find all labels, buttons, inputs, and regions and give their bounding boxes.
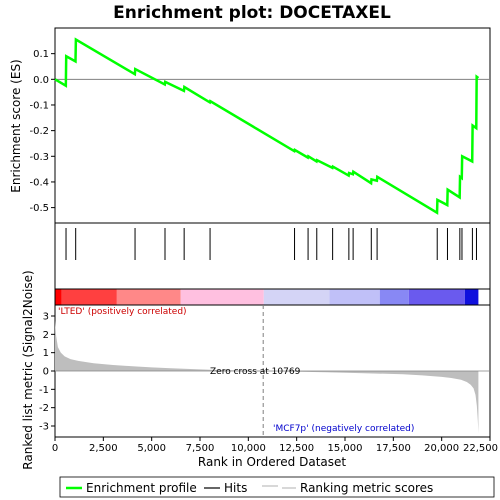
x-axis: 0 2,500 5,000 7,500 10,000 12,500 15,000 17,500… (52, 437, 498, 454)
metric-y-tick-label: -3 (39, 422, 49, 433)
x-tick-label: 22,500 (463, 443, 498, 454)
x-axis-label: Rank in Ordered Dataset (198, 455, 346, 469)
rank-bar-segment (180, 289, 264, 305)
metric-y-axis: -3 -2 -1 0 1 2 3 (39, 312, 55, 433)
x-tick-label: 15,000 (328, 443, 363, 454)
es-y-tick-label: 0.1 (33, 49, 49, 60)
rank-bar-segment (408, 289, 465, 305)
es-y-tick-label: -0.1 (29, 100, 49, 111)
es-y-tick-label: -0.4 (29, 177, 49, 188)
es-y-tick-label: -0.3 (29, 152, 49, 163)
enrichment-profile-line (54, 37, 480, 215)
metric-y-tick-label: 3 (43, 312, 49, 323)
metric-y-tick-label: 0 (43, 367, 49, 378)
es-panel-frame (54, 27, 491, 224)
metric-y-axis-label: Ranked list metric (Signal2Noise) (21, 270, 35, 469)
hits-markers (65, 228, 477, 260)
metric-y-tick-label: -2 (39, 403, 49, 414)
chart-title: Enrichment plot: DOCETAXEL (113, 3, 391, 23)
x-tick-label: 10,000 (231, 443, 266, 454)
rank-bar-segment (263, 289, 330, 305)
x-tick-label: 17,500 (376, 443, 411, 454)
legend-box (59, 476, 495, 498)
rank-bar-segment (55, 289, 62, 305)
x-tick-label: 0 (52, 443, 58, 454)
legend: Enrichment profile Hits Ranking metric s… (59, 476, 495, 498)
x-tick-label: 20,000 (424, 443, 459, 454)
es-y-axis: -0.5 -0.4 -0.3 -0.2 -0.1 0.0 0.1 (29, 49, 55, 214)
x-tick-label: 5,000 (137, 443, 166, 454)
es-y-tick-label: 0.0 (33, 75, 49, 86)
es-y-tick-label: -0.2 (29, 126, 49, 137)
rank-bar-segment (329, 289, 380, 305)
rank-bar-segment (464, 289, 479, 305)
metric-y-tick-label: -1 (39, 385, 49, 396)
legend-item-metric: Ranking metric scores (300, 481, 433, 495)
metric-y-tick-label: 2 (43, 330, 49, 341)
rank-bar-segment (379, 289, 409, 305)
metric-y-tick-label: 1 (43, 348, 49, 359)
rank-bar-segment (61, 289, 117, 305)
es-y-tick-label: -0.5 (29, 203, 49, 214)
hits-panel-frame (54, 222, 491, 290)
rank-bar-segment (116, 289, 181, 305)
positive-correlation-label: 'LTED' (positively correlated) (58, 307, 187, 317)
rank-color-bar (55, 289, 479, 305)
x-tick-label: 7,500 (186, 443, 215, 454)
legend-item-es: Enrichment profile (86, 481, 197, 495)
legend-item-hits: Hits (224, 481, 247, 495)
es-y-axis-label: Enrichment score (ES) (9, 59, 23, 192)
zero-cross-label: Zero cross at 10769 (210, 367, 301, 377)
x-tick-label: 12,500 (279, 443, 314, 454)
negative-correlation-label: 'MCF7p' (negatively correlated) (273, 424, 414, 434)
x-tick-label: 2,500 (89, 443, 118, 454)
